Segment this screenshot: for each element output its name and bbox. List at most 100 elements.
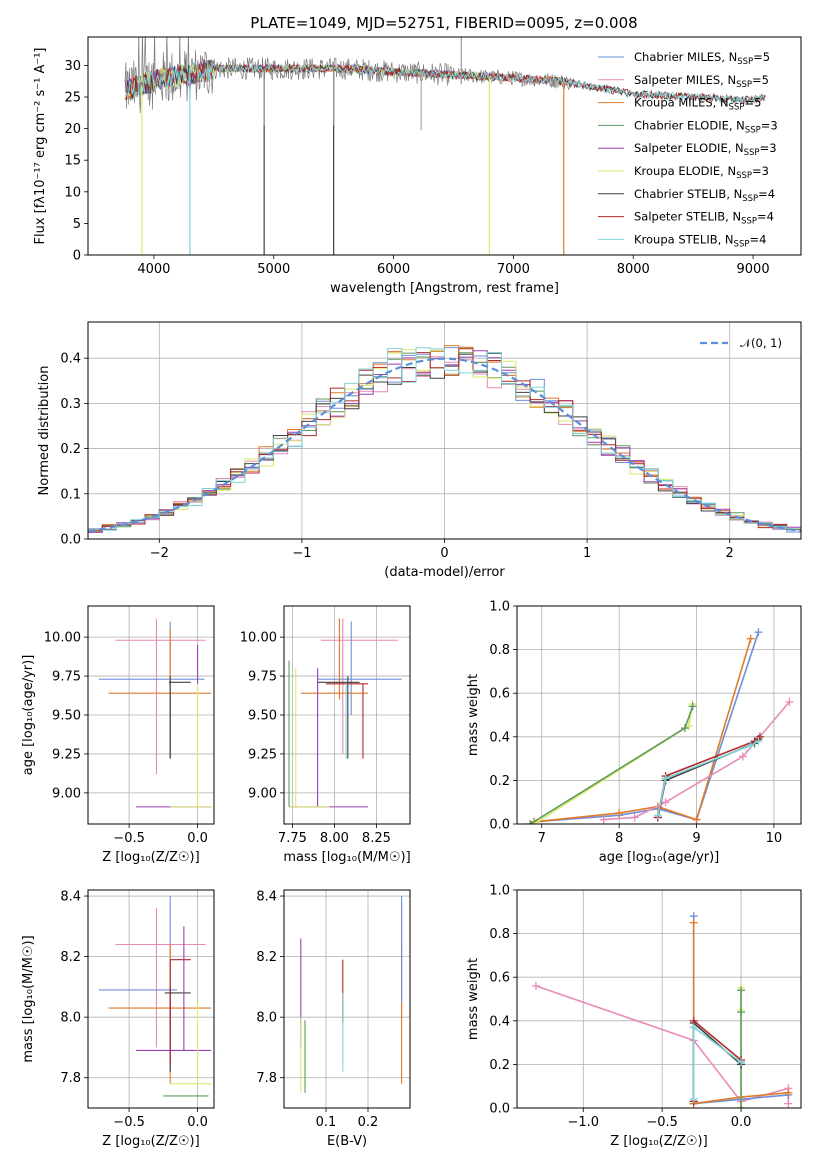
x-axis-label: Z [log₁₀(Z/Z☉)] [102, 850, 199, 865]
weight-marker [689, 1095, 698, 1104]
weight-line-chabrier-elodie [529, 706, 694, 824]
y-tick-label: 25 [64, 91, 81, 106]
weight-marker [785, 697, 794, 706]
y-tick-label: 8.2 [60, 950, 81, 965]
errorbar-chabrier-stelib [168, 676, 191, 759]
weight-marker [615, 809, 624, 818]
weight-marker [746, 741, 755, 750]
errorbar-chabrier-miles [98, 896, 178, 1063]
axes-frame [516, 605, 802, 825]
x-tick-label: 8.00 [320, 831, 349, 846]
y-tick-label: 0.8 [489, 927, 510, 942]
y-axis-label: age [log₁₀(age/yr)] [21, 655, 36, 776]
y-tick-label: 9.50 [52, 709, 81, 724]
x-tick-label: 6000 [377, 262, 410, 277]
y-tick-label: 8.0 [256, 1011, 277, 1026]
legend-label: Kroupa STELIB, NSSP=4 [634, 232, 766, 249]
errorbar-salpeter-miles [320, 618, 399, 754]
weight-marker [692, 815, 701, 824]
weight-marker [737, 1008, 746, 1017]
errorbar-salpeter-elodie [135, 926, 212, 1052]
x-axis-label: mass [log₁₀(M/M☉)] [283, 850, 410, 865]
plot-area-spectrum [124, 37, 766, 255]
y-axis-label: Normed distribution [37, 366, 52, 496]
errorbar-kroupa-miles [300, 618, 368, 700]
y-tick-label: 1.0 [489, 884, 510, 899]
weight-marker [784, 1088, 793, 1097]
x-tick-label: 8.25 [362, 831, 391, 846]
x-axis-label: Z [log₁₀(Z/Z☉)] [610, 1134, 707, 1149]
x-tick-label: 7.75 [278, 831, 307, 846]
weight-line-chabrier-stelib [692, 1021, 742, 1102]
weight-marker [737, 1104, 746, 1108]
x-tick-label: 5000 [257, 262, 290, 277]
axes-residuals: −2 −1 0 1 2 0.0 0.1 0.2 0.3 0.4 (data-model)/error… [37, 321, 802, 580]
errorbar-kroupa-miles [108, 944, 212, 1084]
weight-marker [737, 1058, 746, 1067]
y-tick-label: 10.00 [44, 631, 81, 646]
plot-area-massweight_vs_age [526, 628, 794, 824]
weight-marker [661, 798, 670, 807]
gaussian-curve [88, 357, 801, 533]
x-tick-label: 0.2 [358, 1115, 379, 1130]
y-tick-label: 9.50 [248, 709, 277, 724]
x-tick-label: 0.0 [731, 1115, 752, 1130]
x-axis-label: Z [log₁₀(Z/Z☉)] [102, 1134, 199, 1149]
y-tick-label: 9.75 [248, 670, 277, 685]
x-tick-label: −0.5 [113, 1115, 145, 1130]
y-tick-label: 0.0 [489, 1102, 510, 1117]
x-tick-label: −2 [150, 546, 169, 561]
x-tick-label: 10 [766, 831, 783, 846]
x-tick-label: −1 [292, 546, 311, 561]
errorbar-chabrier-stelib [164, 986, 191, 1072]
errorbar-chabrier-miles [98, 621, 205, 759]
x-tick-label: 0.0 [187, 1115, 208, 1130]
axes-frame [87, 36, 802, 256]
y-tick-label: 9.75 [52, 670, 81, 685]
axes-frame [283, 605, 411, 825]
plot-area-age_vs_Z [98, 618, 212, 808]
plot-area-mass_vs_Z [98, 896, 212, 1097]
axes-frame [87, 889, 215, 1109]
x-tick-label: 7000 [497, 262, 530, 277]
legend-label: Kroupa MILES, NSSP=5 [634, 96, 761, 113]
errorbar-kroupa-elodie [289, 668, 330, 808]
x-axis-label: age [log₁₀(age/yr)] [599, 850, 720, 865]
x-tick-label: 4000 [137, 262, 170, 277]
y-tick-label: 0.4 [60, 352, 81, 367]
x-tick-label: −0.5 [646, 1115, 678, 1130]
y-tick-label: 9.00 [52, 786, 81, 801]
model-line-kroupa-stelib [124, 61, 766, 105]
weight-marker [599, 815, 608, 824]
plot-area-massweight_vs_Z [531, 912, 793, 1108]
errorbar-salpeter-elodie [289, 668, 368, 808]
x-tick-label: 8000 [617, 262, 650, 277]
weight-marker [746, 634, 755, 643]
errorbar-chabrier-stelib [317, 676, 360, 759]
y-tick-label: 9.25 [248, 747, 277, 762]
axes-mass_vs_Z: −0.5 0.0 7.8 8.0 8.2 8.4 Z [log₁₀(Z/Z☉)] mass [… [21, 889, 215, 1149]
y-axis-label: mass weight [466, 958, 481, 1040]
axes-spectrum: 4000 5000 6000 7000 8000 9000 0 5 10 15 20 25 30 wave… [33, 36, 802, 296]
x-axis-label: (data-model)/error [384, 565, 505, 580]
axes-massweight_vs_age: 7 8 9 10 0.0 0.2 0.4 0.6 0.8 1.0 age [log₁₀(age/yr… [466, 600, 802, 865]
y-tick-label: 8.4 [256, 890, 277, 905]
y-tick-label: 9.00 [248, 786, 277, 801]
x-tick-label: −1.0 [567, 1115, 599, 1130]
y-tick-label: 8.2 [256, 950, 277, 965]
y-tick-label: 0.4 [489, 730, 510, 745]
weight-marker [661, 774, 670, 783]
y-tick-label: 0.2 [489, 774, 510, 789]
y-tick-label: 8.0 [60, 1011, 81, 1026]
weight-line-kroupa-stelib [692, 1025, 742, 1100]
y-tick-label: 0.3 [60, 397, 81, 412]
y-tick-label: 20 [64, 122, 81, 137]
weight-line-kroupa-miles [533, 638, 752, 823]
legend-label: Chabrier MILES, NSSP=5 [634, 50, 770, 67]
x-tick-label: 0.0 [187, 831, 208, 846]
y-axis-label: mass weight [466, 674, 481, 756]
legend-label: 𝒩(0, 1) [740, 336, 782, 350]
y-tick-label: 0.6 [489, 971, 510, 986]
weight-marker [630, 813, 639, 822]
